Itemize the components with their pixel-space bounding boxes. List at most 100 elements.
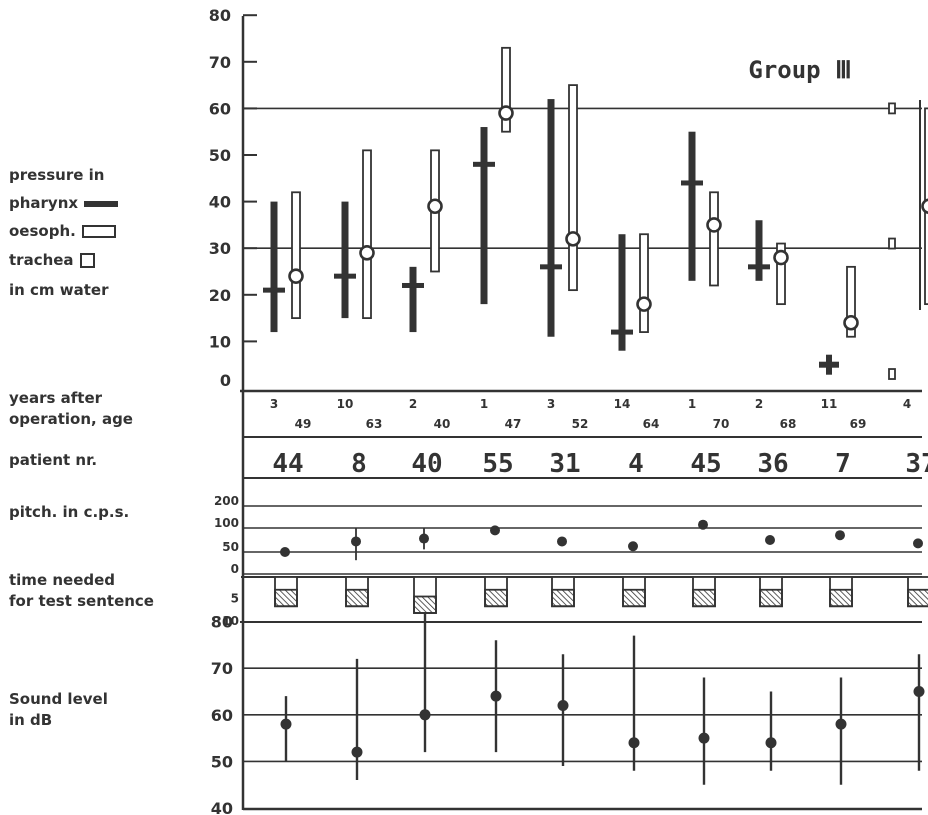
years-after-operation: 10 [337,397,354,411]
patient-number: 45 [690,449,721,479]
pressure-y-tick-label: 50 [209,146,231,165]
pitch-y-tick-label: 0 [231,562,239,576]
legend-trachea-label: trachea [9,251,74,269]
pharynx-median-mark [334,273,356,279]
pitch-point [765,535,775,545]
pharynx-range-bar [547,99,555,337]
pressure-y-tick-label: 60 [209,99,231,118]
oesoph-range-bar [362,149,372,319]
patient-age: 52 [572,417,589,431]
sound-point [765,737,777,749]
pitch-point [557,536,567,547]
pitch-y-tick-label: 100 [214,516,239,530]
pharynx-median-mark [473,161,495,167]
legend-oesoph: oesoph. [9,222,116,241]
pitch-point [698,519,708,530]
pharynx-median-mark [681,180,703,186]
trachea-marker [888,102,896,115]
sound-point [835,718,847,730]
time-y-tick-label: 10 [222,614,239,628]
years-after-operation: 3 [547,397,555,411]
years-after-operation: 4 [903,397,911,411]
sound-label-1: Sound level [9,690,108,708]
time-hatched-portion [622,588,646,608]
legend-trachea: trachea [9,251,95,270]
trachea-swatch-icon [79,253,95,268]
legend-pharynx-label: pharynx [9,194,79,212]
sound-point [913,686,925,697]
oesoph-median-marker [427,198,443,215]
sound-y-tick-label: 80 [211,613,233,632]
pressure-y-tick-label: 40 [209,193,231,212]
time-hatched-portion [692,588,716,608]
oesoph-range-bar [639,233,649,333]
oesoph-range-bar [846,265,856,338]
sound-y-tick-label: 40 [211,799,233,815]
oesoph-range-bar [501,46,511,133]
oesoph-median-marker [843,314,859,331]
pitch-point [835,530,845,541]
pitch-point [351,536,361,547]
pressure-unit-label: in cm water [9,281,109,299]
chart-title: Group Ⅲ [748,56,851,84]
patient-age: 47 [505,417,522,431]
oesoph-median-marker [565,231,581,247]
pitch-point [628,541,638,552]
oesoph-median-marker [359,245,375,261]
patient-age: 69 [850,417,867,431]
pitch-y-tick-label: 50 [222,540,239,554]
patient-label: patient nr. [9,451,98,469]
sound-y-tick-label: 50 [211,752,233,771]
time-y-tick-label: 5 [231,592,239,606]
oesoph-median-marker [921,198,928,214]
trachea-marker [888,368,896,380]
patient-number: 44 [272,449,303,479]
sound-y-tick-label: 70 [211,659,233,678]
pharynx-swatch-icon [84,200,119,207]
pitch-point [419,533,429,544]
sound-label-2: in dB [9,711,53,729]
pharynx-median-mark [748,264,770,270]
patient-number: 7 [835,449,851,479]
years-after-operation: 11 [821,397,838,411]
sound-y-tick-label: 60 [211,706,233,725]
patient-age: 63 [366,417,383,431]
years-after-operation: 1 [480,397,488,411]
patient-age: 68 [780,417,797,431]
patient-age: 70 [713,417,730,431]
time-label-2: for test sentence [9,592,154,610]
sound-point [490,690,502,702]
pharynx-range-bar [755,220,763,281]
pharynx-median-mark [826,354,832,375]
sound-point [698,732,710,744]
patient-number: 40 [411,449,442,479]
oesoph-range-bar [776,242,786,306]
pitch-point [913,538,923,549]
pharynx-median-mark [402,282,424,288]
sound-point [628,737,640,749]
oesoph-median-marker [773,249,789,266]
oesoph-swatch-icon [81,225,116,238]
patient-age: 40 [434,417,451,431]
years-after-operation: 3 [270,397,278,411]
pitch-point [280,547,290,557]
pressure-y-tick-label: 80 [209,6,231,25]
years-label-2: operation, age [9,410,133,428]
pitch-label: pitch. in c.p.s. [9,503,130,521]
patient-age: 49 [295,417,312,431]
oesoph-median-marker [706,217,722,233]
oesoph-range-bar [568,84,578,292]
pharynx-range-bar [270,201,278,333]
years-after-operation: 2 [755,397,763,411]
time-hatched-portion [551,588,575,608]
pharynx-median-mark [611,329,633,335]
pressure-y-tick-label: 10 [209,332,231,351]
years-after-operation: 14 [614,397,631,411]
pitch-point [490,525,500,536]
sound-point [280,718,292,730]
sound-point [557,699,569,711]
pharynx-range-bar [480,127,488,305]
patient-number: 37 [905,449,928,479]
trachea-marker [888,237,896,250]
pressure-y-tick-label: 20 [209,286,231,305]
